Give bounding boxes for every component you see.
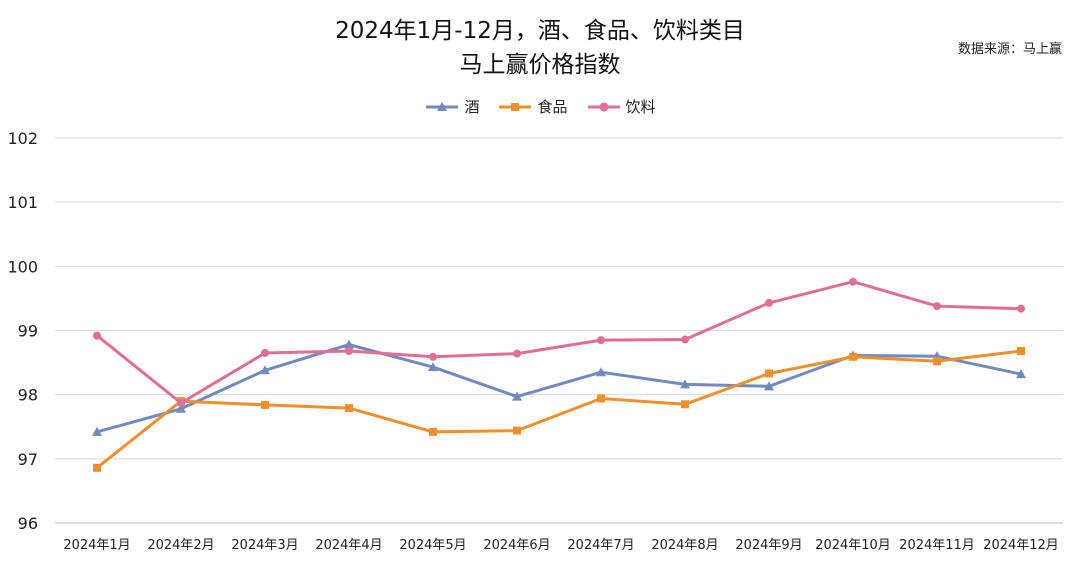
series-line-0	[96, 343, 1022, 434]
point-s2-6	[597, 336, 605, 345]
chart-title: 2024年1月-12月，酒、食品、饮料类目 马上赢价格指数	[0, 14, 1080, 82]
point-s1-6	[597, 394, 605, 403]
point-s2-11	[1017, 304, 1025, 313]
point-s1-5	[513, 426, 521, 435]
point-s2-3	[345, 347, 353, 356]
point-s0-2	[260, 365, 270, 375]
legend: 酒 食品 饮料	[0, 96, 1080, 117]
point-s0-6	[596, 367, 606, 377]
x-tick-label-3: 2024年4月	[315, 538, 382, 553]
point-s0-8	[764, 381, 774, 391]
point-s0-1	[176, 403, 186, 413]
legend-swatch-jiu	[426, 101, 459, 111]
x-tick-label-7: 2024年8月	[651, 538, 718, 553]
point-s0-5	[512, 391, 522, 401]
y-tick-label-3: 99	[18, 322, 38, 341]
y-tick-label-0: 96	[18, 514, 38, 533]
point-s1-4	[429, 427, 437, 436]
x-tick-label-4: 2024年5月	[399, 538, 466, 553]
point-s1-2	[261, 400, 269, 409]
legend-label-shipin: 食品	[537, 98, 568, 116]
x-tick-label-11: 2024年12月	[983, 538, 1059, 553]
legend-label-jiu: 酒	[464, 98, 480, 116]
y-tick-label-1: 97	[18, 450, 38, 469]
point-s2-2	[261, 348, 269, 357]
x-tick-label-10: 2024年11月	[899, 538, 975, 553]
point-s1-7	[681, 400, 689, 409]
y-tick-label-2: 98	[18, 386, 38, 405]
source-note: 数据来源：马上赢	[957, 42, 1062, 57]
legend-entry-jiu[interactable]: 酒	[424, 96, 479, 117]
point-s1-10	[933, 357, 941, 366]
series-line-1	[96, 349, 1022, 469]
legend-swatch-yinliao	[587, 102, 620, 111]
point-s1-11	[1017, 347, 1025, 356]
point-s2-0	[93, 331, 101, 340]
point-s1-3	[345, 404, 353, 413]
point-s0-0	[92, 426, 102, 436]
x-tick-label-6: 2024年7月	[567, 538, 634, 553]
point-s0-3	[344, 339, 354, 349]
x-tick-label-0: 2024年1月	[63, 538, 130, 553]
legend-swatch-shipin	[499, 102, 532, 111]
y-tick-label-4: 100	[7, 257, 38, 276]
chart-title-line-2: 马上赢价格指数	[459, 52, 621, 78]
x-tick-label-2: 2024年3月	[231, 538, 298, 553]
point-s2-7	[681, 335, 689, 344]
y-tick-label-5: 101	[7, 193, 38, 212]
point-s2-5	[513, 349, 521, 358]
legend-label-yinliao: 饮料	[625, 98, 656, 116]
point-s0-4	[428, 362, 438, 372]
point-s1-9	[849, 352, 857, 361]
x-tick-label-1: 2024年2月	[147, 538, 214, 553]
point-s1-8	[765, 369, 773, 378]
x-tick-label-9: 2024年10月	[815, 538, 891, 553]
point-s1-0	[93, 463, 101, 472]
legend-entry-shipin[interactable]: 食品	[497, 96, 568, 117]
point-s0-7	[680, 379, 690, 389]
point-s2-1	[177, 399, 185, 408]
series-line-2	[96, 280, 1022, 405]
point-s2-9	[849, 277, 857, 286]
y-tick-label-6: 102	[7, 129, 38, 148]
x-tick-label-5: 2024年6月	[483, 538, 550, 553]
point-s0-11	[1016, 369, 1026, 379]
point-s2-10	[933, 302, 941, 311]
x-tick-label-8: 2024年9月	[735, 538, 802, 553]
chart-title-line-1: 2024年1月-12月，酒、食品、饮料类目	[335, 18, 745, 44]
legend-entry-yinliao[interactable]: 饮料	[586, 96, 656, 117]
point-s2-4	[429, 352, 437, 361]
point-s2-8	[765, 298, 773, 307]
